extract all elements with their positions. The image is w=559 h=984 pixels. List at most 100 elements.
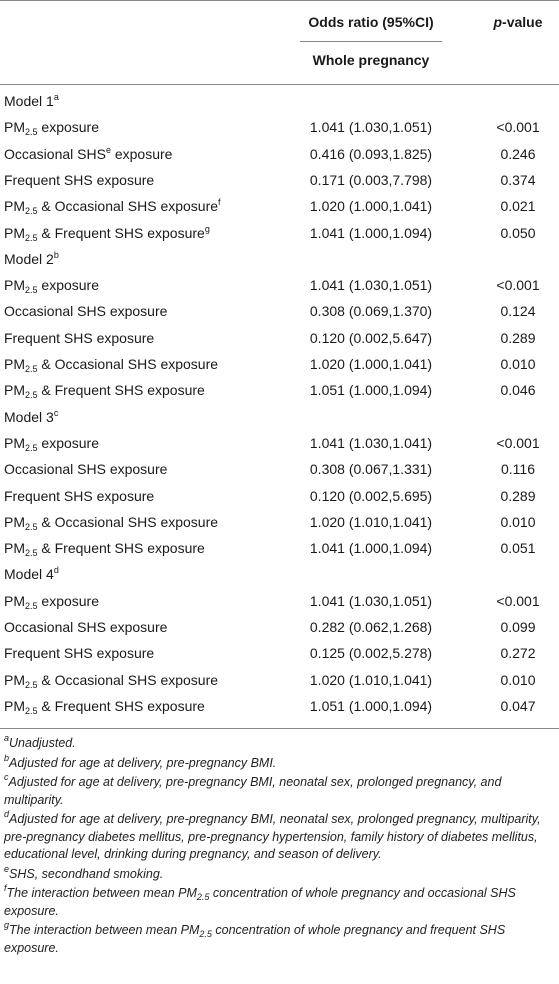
footnote-text: Adjusted for age at delivery, pre-pregna… (4, 775, 502, 807)
row-label: PM2.5 exposure (4, 592, 99, 611)
label-text: & Frequent SHS exposure (37, 382, 205, 399)
footnote-mark: c (4, 772, 9, 782)
row-label: PM2.5 & Occasional SHS exposure (4, 672, 218, 690)
odds-ratio-cell: 1.051 (1.000,1.094) (309, 697, 433, 714)
footnote-item: gThe interaction between mean PM2.5 conc… (4, 920, 555, 957)
label-text: PM (4, 592, 25, 609)
footnote-mark: a (4, 733, 10, 743)
label-text: PM (4, 513, 25, 530)
label-text: PM (4, 198, 25, 215)
p-value-cell: 0.124 (500, 303, 536, 320)
footnote-item: eSHS, secondhand smoking. (4, 864, 555, 884)
subscript: 2.5 (25, 705, 38, 716)
table-row: PM2.5 exposure 1.041 (1.030,1.041) <0.001 (0, 435, 559, 461)
table-row: Frequent SHS exposure 0.120 (0.002,5.647)… (0, 330, 559, 356)
odds-ratio-cell: 0.171 (0.003,7.798) (309, 171, 433, 188)
odds-ratio-cell: 0.120 (0.002,5.647) (309, 329, 433, 346)
footnotes: aUnadjusted. bAdjusted for age at deliver… (4, 733, 555, 959)
label-text: PM (4, 119, 25, 136)
p-value-cell: 0.374 (500, 171, 536, 188)
subscript: 2.5 (25, 600, 38, 611)
top-rule (0, 0, 559, 1)
footnote-mark: e (105, 144, 111, 155)
row-label: Model 4d (4, 566, 59, 583)
table-row: Frequent SHS exposure 0.120 (0.002,5.695)… (0, 488, 559, 514)
footnote-text: concentration of whole pregnancy and fre… (4, 923, 506, 955)
table-row: Occasional SHS exposure 0.308 (0.069,1.37… (0, 303, 559, 329)
row-label: Frequent SHS exposure (4, 645, 154, 661)
p-value-cell: <0.001 (496, 277, 540, 294)
odds-ratio-cell: 1.041 (1.030,1.041) (309, 434, 433, 451)
footnote-text: The interaction between mean PM (9, 923, 200, 937)
subscript: 2.5 (25, 206, 38, 217)
table-row: Frequent SHS exposure 0.125 (0.002,5.278)… (0, 645, 559, 671)
row-label: PM2.5 & Frequent SHS exposure (4, 697, 205, 716)
footnote-text: The interaction between mean PM (6, 886, 197, 900)
p-value-cell: 0.116 (501, 461, 535, 478)
table-row: PM2.5 & Frequent SHS exposureg 1.041 (1.0… (0, 224, 559, 251)
label-text: Frequent SHS exposure (4, 171, 155, 188)
p-rest: -value (502, 14, 543, 30)
p-value-cell: 0.010 (500, 356, 536, 372)
label-text: PM (4, 382, 25, 399)
footnote-mark: g (4, 920, 10, 930)
footnote-mark: b (4, 752, 10, 763)
odds-ratio-cell: 0.282 (0.062,1.268) (309, 619, 433, 635)
label-text: PM (4, 356, 25, 372)
odds-ratio-cell: 0.416 (0.093,1.825) (309, 145, 433, 162)
footnote-text: Adjusted for age at delivery, pre-pregna… (4, 812, 541, 861)
table-row: Occasional SHS exposure 0.308 (0.067,1.33… (0, 461, 559, 487)
subscript: 2.5 (25, 285, 38, 296)
odds-ratio-cell: 1.020 (1.010,1.041) (309, 671, 433, 688)
odds-ratio-cell: 1.041 (1.030,1.051) (309, 592, 433, 609)
row-label: Model 1a (4, 93, 59, 110)
p-value-cell: 0.010 (500, 671, 536, 688)
label-text: exposure (110, 145, 173, 162)
row-label: Frequent SHS exposure (4, 488, 154, 504)
row-label: Frequent SHS exposure (4, 172, 154, 188)
label-text: Frequent SHS exposure (4, 487, 155, 504)
row-label: PM2.5 & Occasional SHS exposure (4, 513, 218, 532)
footnote-text: SHS, secondhand smoking. (9, 866, 164, 881)
p-value-cell: 0.047 (500, 697, 536, 714)
table-row: Occasional SHSe exposure 0.416 (0.093,1.8… (0, 144, 559, 172)
label-text: & Frequent SHS exposure (37, 697, 205, 714)
label-text: Frequent SHS exposure (4, 645, 155, 662)
table-row: PM2.5 exposure 1.041 (1.030,1.051) <0.001 (0, 593, 559, 619)
label-text: PM (4, 434, 25, 451)
footnote-mark: d (4, 809, 10, 819)
row-label: Occasional SHS exposure (4, 303, 167, 319)
label-text: Model 1 (4, 93, 54, 109)
table-row: PM2.5 & Occasional SHS exposuref 1.020 (1… (0, 198, 559, 224)
model-heading-row: Model 3c (0, 408, 559, 435)
subscript: 2.5 (199, 929, 212, 939)
model-heading-row: Model 1a (0, 93, 559, 119)
subscript: 2.5 (25, 232, 38, 243)
subscript: 2.5 (25, 679, 38, 690)
subscript: 2.5 (25, 390, 38, 401)
row-label: PM2.5 & Occasional SHS exposuref (4, 198, 221, 217)
label-text: Occasional SHS exposure (4, 461, 168, 478)
p-value-header: p-value (482, 14, 554, 30)
odds-ratio-cell: 0.308 (0.069,1.370) (309, 303, 433, 320)
subscript: 2.5 (25, 442, 38, 453)
odds-ratio-cell: 1.051 (1.000,1.094) (309, 382, 433, 399)
footnote-item: bAdjusted for age at delivery, pre-pregn… (4, 752, 555, 773)
header-bottom-rule (0, 84, 559, 85)
whole-pregnancy-header: Whole pregnancy (312, 52, 430, 68)
odds-ratio-cell: 1.041 (1.030,1.051) (309, 277, 433, 294)
footnote-mark: f (4, 883, 7, 893)
bottom-rule (0, 728, 559, 729)
p-value-cell: 0.272 (500, 645, 536, 662)
row-label: PM2.5 & Frequent SHS exposure (4, 382, 205, 401)
footnote-item: fThe interaction between mean PM2.5 conc… (4, 883, 555, 920)
label-text: Model 2 (4, 250, 54, 267)
label-text: exposure (37, 277, 99, 294)
label-text: PM (4, 277, 25, 294)
subscript: 2.5 (25, 521, 38, 532)
p-value-cell: 0.289 (500, 487, 536, 504)
row-label: Frequent SHS exposure (4, 330, 154, 346)
table-row: PM2.5 & Frequent SHS exposure 1.051 (1.00… (0, 382, 559, 408)
row-label: PM2.5 & Frequent SHS exposureg (4, 224, 210, 243)
label-text: exposure (37, 119, 99, 136)
